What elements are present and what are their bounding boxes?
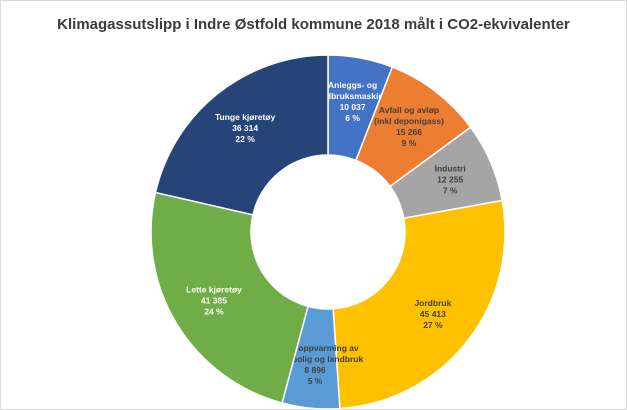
category-label: Avfall og avløp xyxy=(379,105,439,115)
percent-label: 24 % xyxy=(204,307,224,317)
slice-6 xyxy=(154,54,329,216)
value-label: 12 255 xyxy=(437,174,463,184)
category-label: landbruksmaskiner xyxy=(314,91,393,101)
value-label: 8 896 xyxy=(304,365,326,375)
category-label: Fossil oppvarming av xyxy=(271,343,359,353)
category-label: Anleggs- og xyxy=(328,80,377,90)
category-label: Industri xyxy=(435,163,466,173)
percent-label: 27 % xyxy=(423,320,443,330)
value-label: 10 037 xyxy=(340,102,366,112)
category-label: bygg, bolig og landbruk xyxy=(267,354,364,364)
category-label: (inkl deponigass) xyxy=(374,116,444,126)
value-label: 41 385 xyxy=(201,296,227,306)
percent-label: 7 % xyxy=(443,185,458,195)
category-label: Lette kjøretøy xyxy=(186,285,242,295)
slice-3 xyxy=(332,199,506,410)
value-label: 15 266 xyxy=(396,127,422,137)
slice-label-1: Avfall og avløp(inkl deponigass)15 2669 … xyxy=(374,105,444,148)
chart-title: Klimagassutslipp i Indre Østfold kommune… xyxy=(57,16,570,33)
percent-label: 22 % xyxy=(235,134,255,144)
percent-label: 5 % xyxy=(308,376,323,386)
percent-label: 6 % xyxy=(345,113,360,123)
percent-label: 9 % xyxy=(402,138,417,148)
category-label: Jordbruk xyxy=(414,298,451,308)
value-label: 36 314 xyxy=(232,123,258,133)
slice-5 xyxy=(150,191,309,404)
value-label: 45 413 xyxy=(420,309,446,319)
category-label: Tunge kjøretøy xyxy=(215,112,276,122)
